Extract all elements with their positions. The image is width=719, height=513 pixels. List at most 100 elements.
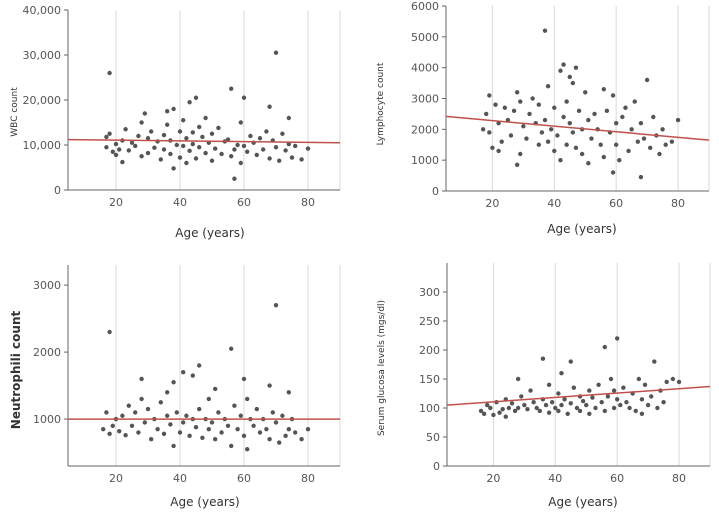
glucose-point bbox=[642, 382, 648, 387]
glucose-point bbox=[670, 376, 676, 382]
glucose-x-tick-label: 60 bbox=[610, 472, 624, 485]
glucose-point bbox=[590, 395, 595, 400]
wbc-point bbox=[229, 86, 234, 91]
wbc-point bbox=[267, 156, 272, 161]
glucose-point bbox=[546, 382, 552, 387]
lymphocyte-point bbox=[549, 127, 554, 132]
lymphocyte-point bbox=[552, 148, 557, 154]
wbc-point bbox=[257, 136, 263, 141]
neutrophil-point bbox=[209, 420, 215, 425]
lymphocyte-point bbox=[648, 145, 653, 151]
wbc-point bbox=[277, 158, 282, 163]
wbc-x-tick-label: 80 bbox=[301, 196, 315, 209]
wbc-point bbox=[168, 151, 173, 157]
glucose-point bbox=[491, 412, 496, 418]
glucose-point bbox=[500, 406, 505, 412]
lymphocyte-point bbox=[490, 145, 495, 151]
glucose-point bbox=[655, 405, 660, 411]
neutrophil-point bbox=[168, 422, 173, 427]
lymphocyte-point bbox=[514, 90, 520, 95]
neutrophil-point bbox=[267, 437, 272, 442]
wbc-point bbox=[235, 142, 240, 148]
glucose-point bbox=[553, 405, 558, 411]
wbc-point bbox=[286, 141, 291, 147]
wbc-x-axis-label: Age (years) bbox=[175, 226, 244, 240]
wbc-point bbox=[241, 143, 247, 149]
glucose-point bbox=[537, 408, 543, 414]
wbc-point bbox=[171, 106, 176, 112]
neutrophil-point bbox=[283, 433, 288, 439]
wbc-point bbox=[142, 111, 147, 116]
neutrophil-point bbox=[101, 426, 106, 432]
wbc-point bbox=[174, 142, 179, 148]
lymphocyte-point bbox=[536, 102, 542, 107]
lymphocyte-point bbox=[487, 93, 492, 98]
neutrophil-point bbox=[270, 410, 275, 415]
lymphocyte-point bbox=[558, 68, 563, 73]
wbc-point bbox=[209, 131, 215, 136]
glucose-point bbox=[639, 397, 645, 402]
glucose-point bbox=[602, 344, 607, 350]
wbc-point bbox=[286, 115, 291, 121]
neutrophil-point bbox=[117, 428, 122, 434]
glucose-y-axis-label: Serum glucosa levels (mgs/dl) bbox=[377, 300, 387, 436]
lymphocyte-point bbox=[480, 127, 486, 132]
neutrophil-point bbox=[229, 443, 234, 449]
glucose-point bbox=[522, 402, 527, 408]
wbc-point bbox=[203, 115, 208, 121]
neutrophil-point bbox=[139, 376, 144, 382]
glucose-y-tick-label: 0 bbox=[433, 460, 440, 473]
glucose-point bbox=[550, 400, 555, 405]
neutrophil-point bbox=[206, 426, 211, 432]
wbc-x-tick-label: 60 bbox=[237, 196, 251, 209]
lymphocyte-point bbox=[663, 142, 668, 147]
lymphocyte-point bbox=[552, 105, 557, 110]
glucose-y-tick-label: 200 bbox=[419, 344, 440, 357]
glucose-point bbox=[562, 397, 567, 402]
wbc-point bbox=[197, 124, 202, 130]
glucose-point bbox=[624, 400, 629, 405]
glucose-point bbox=[515, 405, 521, 411]
lymphocyte-point bbox=[487, 130, 492, 135]
wbc-point bbox=[139, 120, 144, 125]
wbc-point bbox=[117, 147, 122, 152]
glucose-point bbox=[611, 388, 617, 393]
wbc-point bbox=[129, 140, 135, 145]
wbc-point bbox=[113, 152, 119, 158]
wbc-point bbox=[197, 145, 202, 150]
glucose-point bbox=[605, 394, 611, 399]
neutrophil-chart: Neutrophili count Age (years) 1000 2000 30… bbox=[9, 265, 341, 509]
wbc-point bbox=[283, 148, 288, 153]
lymphocyte-y-tick-label: 4000 bbox=[411, 62, 439, 75]
glucose-point bbox=[528, 388, 533, 393]
lymphocyte-point bbox=[561, 62, 566, 67]
wbc-point bbox=[158, 157, 163, 162]
lymphocyte-x-tick-label: 40 bbox=[547, 197, 561, 210]
glucose-point bbox=[519, 394, 524, 399]
neutrophil-point bbox=[145, 406, 151, 412]
lymphocyte-point bbox=[496, 148, 501, 154]
glucose-point bbox=[614, 336, 620, 341]
glucose-trend-line bbox=[446, 385, 711, 406]
lymphocyte-point bbox=[601, 154, 606, 160]
glucose-point bbox=[485, 402, 490, 408]
wbc-point bbox=[107, 70, 112, 76]
lymphocyte-point bbox=[586, 117, 591, 123]
glucose-point bbox=[587, 411, 592, 416]
neutrophil-point bbox=[120, 413, 125, 418]
neutrophil-point bbox=[107, 329, 112, 335]
neutrophil-x-tick-label: 40 bbox=[173, 472, 187, 485]
glucose-point bbox=[611, 405, 617, 411]
neutrophil-point bbox=[213, 386, 218, 392]
lymphocyte-point bbox=[613, 142, 619, 147]
wbc-point bbox=[165, 109, 170, 114]
glucose-point bbox=[633, 408, 638, 414]
glucose-point bbox=[540, 356, 546, 361]
lymphocyte-point bbox=[570, 80, 576, 86]
lymphocyte-point bbox=[651, 114, 656, 120]
wbc-y-tick-label: 20,000 bbox=[23, 94, 62, 107]
lymphocyte-point bbox=[583, 90, 588, 95]
wbc-point bbox=[187, 148, 192, 154]
lymphocyte-x-tick-label: 60 bbox=[609, 197, 623, 210]
